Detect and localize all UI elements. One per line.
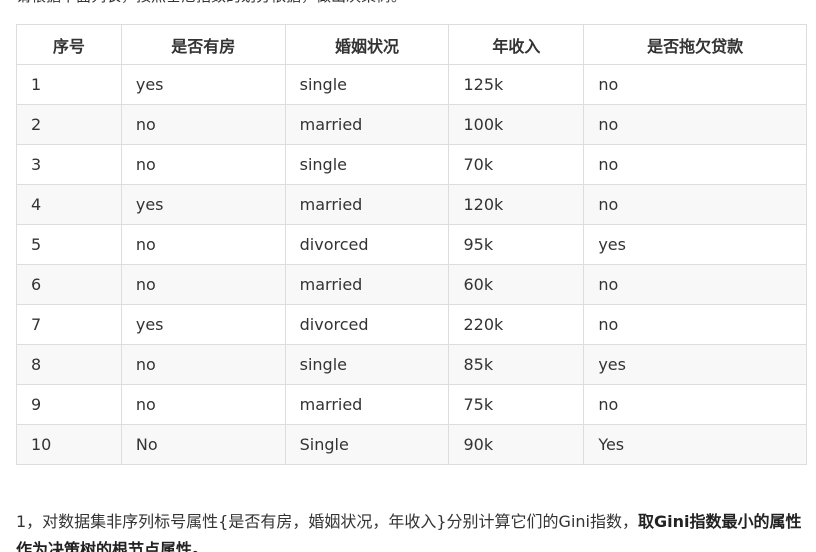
header-marital-status: 婚姻状况: [284, 24, 450, 65]
cell-id: 3: [16, 144, 122, 185]
cell-loan-default: no: [583, 304, 807, 345]
cell-marital-status: married: [284, 184, 450, 225]
cell-has-house: no: [120, 104, 286, 145]
cell-annual-income: 220k: [448, 304, 585, 345]
header-has-house: 是否有房: [120, 24, 286, 65]
gini-instruction-note: 1，对数据集非序列标号属性{是否有房，婚姻状况，年收入}分别计算它们的Gini指…: [16, 508, 806, 552]
cell-has-house: No: [120, 424, 286, 465]
cell-has-house: no: [120, 264, 286, 305]
cell-has-house: yes: [120, 304, 286, 345]
cell-marital-status: Single: [284, 424, 450, 465]
cell-loan-default: yes: [583, 344, 807, 385]
cell-loan-default: no: [583, 184, 807, 225]
header-id: 序号: [16, 24, 122, 65]
header-annual-income: 年收入: [448, 24, 585, 65]
table-header-row: 序号 是否有房 婚姻状况 年收入 是否拖欠贷款: [16, 24, 807, 65]
cell-marital-status: married: [284, 384, 450, 425]
cell-id: 8: [16, 344, 122, 385]
cell-loan-default: no: [583, 144, 807, 185]
cell-marital-status: divorced: [284, 304, 450, 345]
cell-annual-income: 90k: [448, 424, 585, 465]
cell-marital-status: married: [284, 264, 450, 305]
cell-marital-status: married: [284, 104, 450, 145]
cell-marital-status: single: [284, 64, 450, 105]
cell-annual-income: 120k: [448, 184, 585, 225]
cell-id: 10: [16, 424, 122, 465]
cell-annual-income: 75k: [448, 384, 585, 425]
cell-loan-default: yes: [583, 224, 807, 265]
loan-data-table: 序号 是否有房 婚姻状况 年收入 是否拖欠贷款 1 yes single 125…: [16, 24, 807, 465]
cell-annual-income: 95k: [448, 224, 585, 265]
cell-has-house: no: [120, 144, 286, 185]
table-row: 5 no divorced 95k yes: [16, 224, 807, 265]
cell-loan-default: no: [583, 264, 807, 305]
cell-id: 5: [16, 224, 122, 265]
cell-id: 2: [16, 104, 122, 145]
table-row: 3 no single 70k no: [16, 144, 807, 185]
cell-annual-income: 125k: [448, 64, 585, 105]
cell-annual-income: 70k: [448, 144, 585, 185]
cell-loan-default: no: [583, 104, 807, 145]
cell-id: 4: [16, 184, 122, 225]
cell-annual-income: 85k: [448, 344, 585, 385]
note-plain-text: 1，对数据集非序列标号属性{是否有房，婚姻状况，年收入}分别计算它们的Gini指…: [16, 512, 638, 531]
cell-id: 1: [16, 64, 122, 105]
cell-loan-default: no: [583, 64, 807, 105]
cell-id: 6: [16, 264, 122, 305]
table-row: 7 yes divorced 220k no: [16, 304, 807, 345]
cell-has-house: yes: [120, 184, 286, 225]
table-row: 10 No Single 90k Yes: [16, 424, 807, 465]
cell-annual-income: 100k: [448, 104, 585, 145]
table-row: 9 no married 75k no: [16, 384, 807, 425]
cell-marital-status: divorced: [284, 224, 450, 265]
cell-has-house: no: [120, 224, 286, 265]
note-bold-text: 取Gini指数最小的属性作为决策树的根节点属性。: [16, 512, 802, 552]
cell-marital-status: single: [284, 144, 450, 185]
cell-has-house: no: [120, 384, 286, 425]
cell-id: 7: [16, 304, 122, 345]
table-row: 8 no single 85k yes: [16, 344, 807, 385]
table-row: 6 no married 60k no: [16, 264, 807, 305]
cell-marital-status: single: [284, 344, 450, 385]
table-row: 4 yes married 120k no: [16, 184, 807, 225]
table-row: 2 no married 100k no: [16, 104, 807, 145]
cell-id: 9: [16, 384, 122, 425]
cell-annual-income: 60k: [448, 264, 585, 305]
cell-loan-default: no: [583, 384, 807, 425]
cell-has-house: yes: [120, 64, 286, 105]
header-loan-default: 是否拖欠贷款: [583, 24, 807, 65]
cell-loan-default: Yes: [583, 424, 807, 465]
cell-has-house: no: [120, 344, 286, 385]
intro-text: 请根据下面列表，按照基尼指数的划分依据，做出决策树。: [16, 0, 406, 6]
table-row: 1 yes single 125k no: [16, 64, 807, 105]
